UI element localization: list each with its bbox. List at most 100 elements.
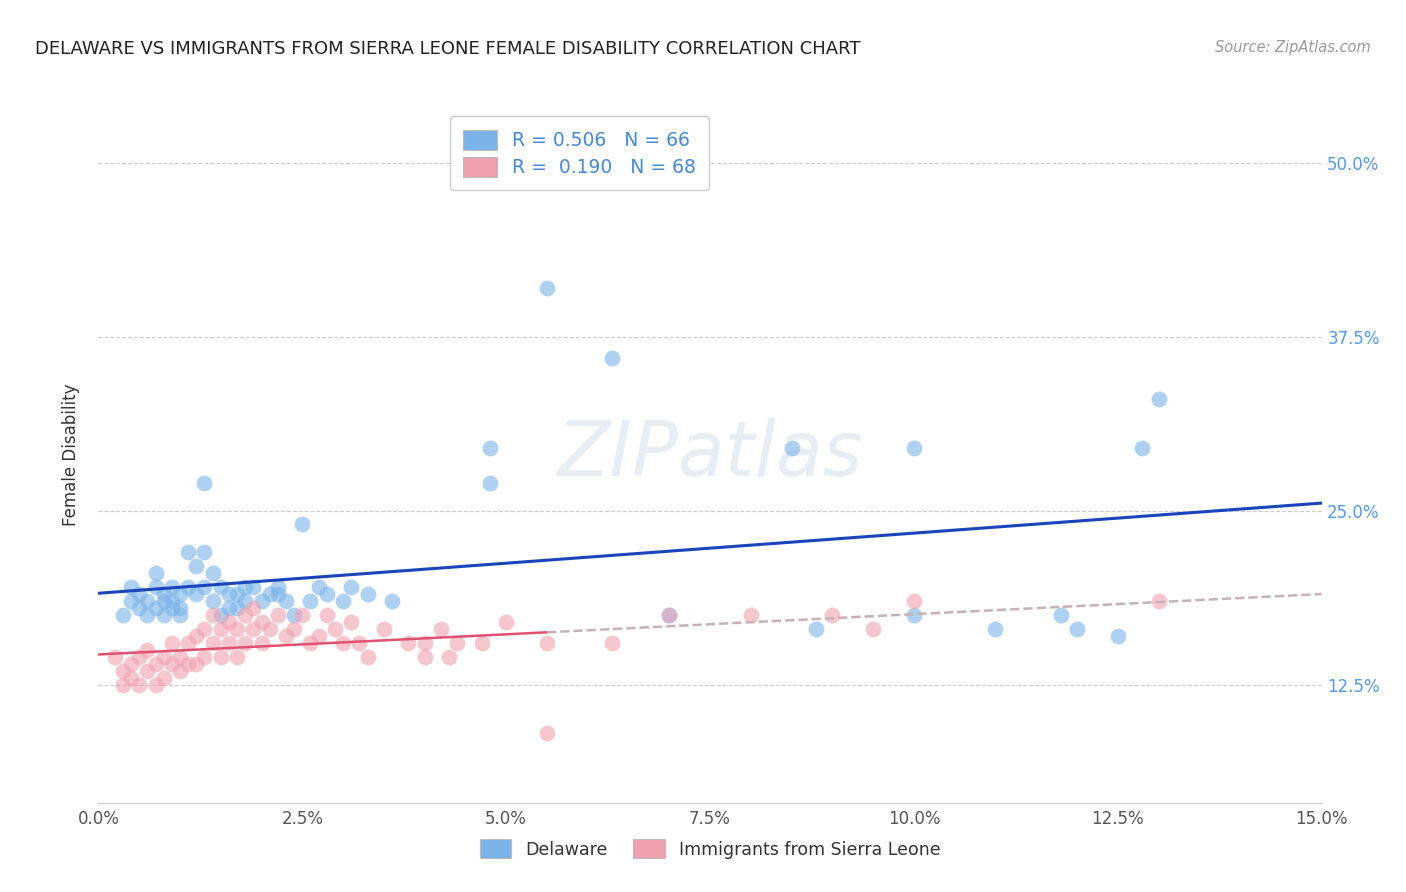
- Point: [169, 664, 191, 678]
- Point: [291, 607, 314, 622]
- Point: [120, 580, 142, 594]
- Point: [903, 607, 925, 622]
- Point: [201, 636, 224, 650]
- Point: [274, 594, 297, 608]
- Point: [536, 281, 558, 295]
- Point: [145, 677, 167, 691]
- Point: [250, 615, 273, 629]
- Point: [136, 664, 159, 678]
- Point: [446, 636, 468, 650]
- Point: [332, 594, 354, 608]
- Y-axis label: Female Disability: Female Disability: [62, 384, 80, 526]
- Point: [186, 587, 208, 601]
- Point: [218, 601, 240, 615]
- Legend: Delaware, Immigrants from Sierra Leone: Delaware, Immigrants from Sierra Leone: [468, 827, 952, 871]
- Point: [903, 594, 925, 608]
- Point: [340, 615, 363, 629]
- Point: [600, 636, 623, 650]
- Point: [226, 601, 249, 615]
- Point: [186, 657, 208, 671]
- Point: [299, 636, 322, 650]
- Point: [201, 566, 224, 581]
- Point: [340, 580, 363, 594]
- Point: [1107, 629, 1129, 643]
- Point: [209, 622, 232, 636]
- Point: [120, 657, 142, 671]
- Point: [120, 594, 142, 608]
- Point: [242, 622, 264, 636]
- Point: [193, 622, 215, 636]
- Point: [430, 622, 453, 636]
- Point: [152, 671, 174, 685]
- Point: [160, 657, 183, 671]
- Point: [169, 601, 191, 615]
- Point: [177, 545, 200, 559]
- Point: [145, 657, 167, 671]
- Point: [152, 594, 174, 608]
- Point: [291, 517, 314, 532]
- Point: [1066, 622, 1088, 636]
- Point: [201, 594, 224, 608]
- Point: [128, 677, 150, 691]
- Point: [478, 475, 501, 490]
- Point: [160, 601, 183, 615]
- Point: [218, 615, 240, 629]
- Point: [169, 607, 191, 622]
- Point: [169, 587, 191, 601]
- Point: [1147, 392, 1170, 407]
- Point: [226, 622, 249, 636]
- Point: [209, 607, 232, 622]
- Point: [233, 580, 256, 594]
- Point: [495, 615, 517, 629]
- Point: [209, 580, 232, 594]
- Point: [658, 607, 681, 622]
- Point: [984, 622, 1007, 636]
- Point: [315, 607, 337, 622]
- Point: [128, 587, 150, 601]
- Point: [259, 622, 281, 636]
- Point: [536, 726, 558, 740]
- Point: [201, 607, 224, 622]
- Point: [267, 607, 290, 622]
- Point: [177, 657, 200, 671]
- Point: [381, 594, 404, 608]
- Point: [111, 677, 134, 691]
- Point: [177, 636, 200, 650]
- Point: [283, 622, 305, 636]
- Point: [160, 580, 183, 594]
- Point: [373, 622, 395, 636]
- Point: [226, 649, 249, 664]
- Point: [160, 594, 183, 608]
- Point: [413, 649, 436, 664]
- Text: ZIPatlas: ZIPatlas: [557, 418, 863, 491]
- Point: [267, 587, 290, 601]
- Point: [136, 594, 159, 608]
- Point: [600, 351, 623, 365]
- Point: [478, 441, 501, 455]
- Point: [1147, 594, 1170, 608]
- Point: [259, 587, 281, 601]
- Point: [349, 636, 371, 650]
- Point: [315, 587, 337, 601]
- Point: [536, 636, 558, 650]
- Point: [152, 607, 174, 622]
- Point: [862, 622, 884, 636]
- Point: [233, 594, 256, 608]
- Point: [658, 607, 681, 622]
- Point: [356, 587, 378, 601]
- Point: [396, 636, 419, 650]
- Point: [128, 649, 150, 664]
- Point: [233, 636, 256, 650]
- Point: [323, 622, 346, 636]
- Point: [218, 636, 240, 650]
- Point: [136, 607, 159, 622]
- Point: [283, 607, 305, 622]
- Point: [111, 664, 134, 678]
- Point: [740, 607, 762, 622]
- Point: [193, 475, 215, 490]
- Point: [209, 649, 232, 664]
- Point: [104, 649, 127, 664]
- Point: [903, 441, 925, 455]
- Point: [233, 607, 256, 622]
- Point: [145, 566, 167, 581]
